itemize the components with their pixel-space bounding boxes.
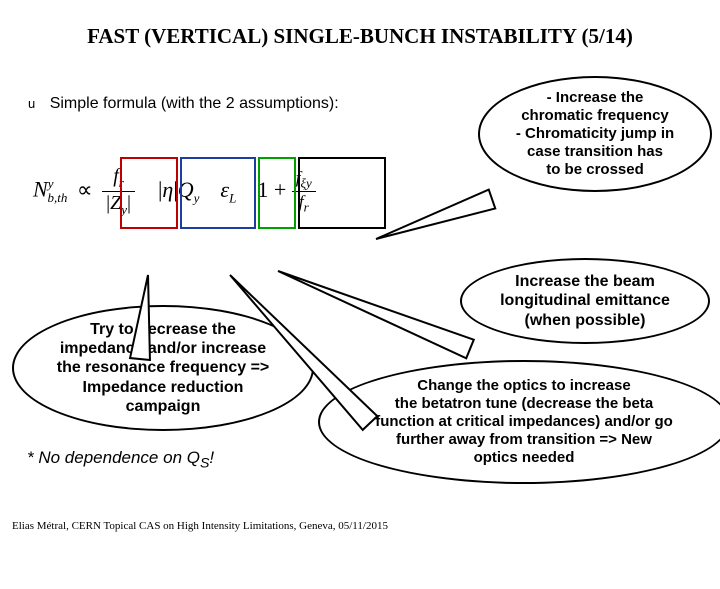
callout-chromatic-text: - Increase the chromatic frequency - Chr… xyxy=(516,89,674,179)
callout-optics-text: Change the optics to increase the betatr… xyxy=(375,377,673,467)
slide-title: FAST (VERTICAL) SINGLE-BUNCH INSTABILITY… xyxy=(0,0,720,49)
bullet-line: u Simple formula (with the 2 assumptions… xyxy=(28,95,339,113)
callout-optics: Change the optics to increase the betatr… xyxy=(318,360,720,484)
callout-emittance: Increase the beam longitudinal emittance… xyxy=(460,258,710,344)
lhs-N: N xyxy=(33,177,48,202)
bullet-marker: u xyxy=(28,96,35,111)
callout-chromatic: - Increase the chromatic frequency - Chr… xyxy=(478,76,712,192)
callout-emittance-text: Increase the beam longitudinal emittance… xyxy=(500,272,670,330)
footnote: * No dependence on QS! xyxy=(27,448,214,471)
lhs-sub: b,th xyxy=(47,190,67,205)
footnote-sub: S xyxy=(200,455,209,471)
lhs-sup: y xyxy=(48,176,54,191)
footnote-text: No dependence on Q xyxy=(38,448,200,467)
callout-impedance-text: Try to decrease the impedance and/or inc… xyxy=(57,320,270,416)
footnote-bang: ! xyxy=(209,448,214,467)
propto: ∝ xyxy=(77,177,93,202)
callout-impedance: Try to decrease the impedance and/or inc… xyxy=(12,305,314,431)
box-red xyxy=(120,157,178,229)
box-green xyxy=(258,157,296,229)
box-black xyxy=(298,157,386,229)
box-blue xyxy=(180,157,256,229)
bullet-text: Simple formula (with the 2 assumptions): xyxy=(50,95,339,112)
footer: Elias Métral, CERN Topical CAS on High I… xyxy=(12,520,388,532)
footnote-star: * xyxy=(27,448,38,467)
